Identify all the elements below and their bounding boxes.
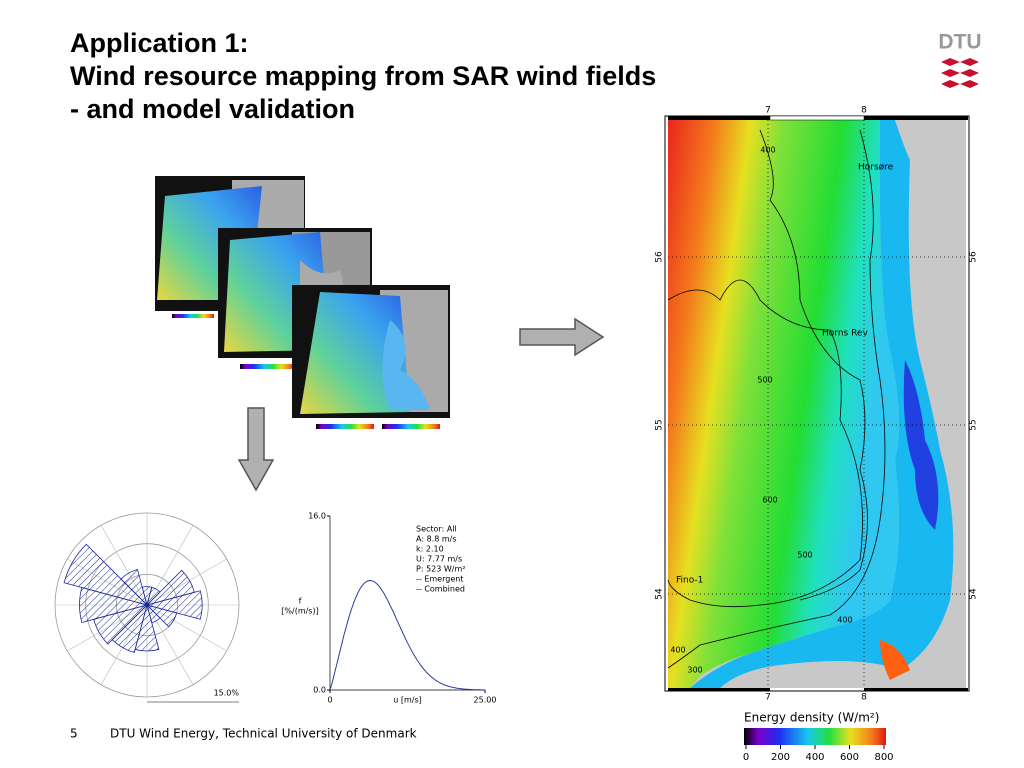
colorbar-title: Energy density (W/m²) [744,711,879,725]
contour-label: 500 [797,551,812,560]
colorbar-tick-label: 800 [874,752,893,763]
contour-label: 400 [837,616,852,625]
lat-label: 56 [969,251,979,263]
lon-label: 8 [861,106,867,116]
x-tick-label: 25.00 [474,696,497,705]
arrow-down [237,407,275,492]
energy-map [664,115,970,692]
lon-label: 7 [765,106,771,116]
weibull-curve [329,579,485,691]
rose-scale-label: 15.0% [214,689,240,698]
lat-label: 54 [655,588,665,600]
place-label: Fino-1 [676,576,703,586]
lat-label: 54 [969,588,979,600]
x-tick-label: 0 [327,696,332,705]
sar-image [292,285,450,429]
contour-label: 400 [760,146,775,155]
rose-sector [63,543,149,606]
x-axis-label: u [m/s] [393,696,422,705]
rose-sector [120,568,148,607]
colorbar-tick-label: 600 [840,752,859,763]
arrow-right [519,317,605,357]
lat-label: 55 [655,419,665,430]
lat-label: 56 [655,251,665,263]
legend-line: -- Emergent [416,575,463,584]
legend-line: k: 2.10 [416,545,444,554]
weibull-plot: 0.0 16.0 0 25.00 u [m/s] f[%/(m/s)] Sector: Al… [281,512,496,705]
wind-rose: 15.0% [54,512,240,703]
title-line: - and model validation [70,94,355,124]
contour-label: 600 [762,496,777,505]
contour-label: 500 [757,376,772,385]
y-tick-label: 0.0 [313,686,326,695]
footer-text: DTU Wind Energy, Technical University of… [110,727,417,741]
rose-sector [145,604,178,628]
title-line: Application 1: [70,28,249,58]
dtu-logo: DTU [938,31,982,88]
contour-label: 300 [687,666,702,675]
legend-line: U: 7.77 m/s [416,555,462,564]
legend-line: -- Combined [416,585,465,594]
logo-text: DTU [938,31,981,54]
y-axis-label: [%/(m/s)] [281,607,318,616]
legend-line: P: 523 W/m² [416,565,465,574]
place-label: Horsøre [858,163,894,173]
legend-line: Sector: All [416,525,457,534]
lon-label: 8 [861,693,867,703]
page-number: 5 [70,727,78,741]
y-axis-label: f [299,597,302,606]
colorbar [744,728,886,745]
legend-line: A: 8.8 m/s [416,535,457,544]
colorbar-tick-label: 200 [771,752,790,763]
place-label: Horns Rev [822,329,868,339]
rose-sector [145,590,203,620]
contour-label: 400 [670,646,685,655]
y-tick-label: 16.0 [308,512,326,521]
title-line: Wind resource mapping from SAR wind fiel… [70,61,656,91]
colorbar-tick-label: 400 [805,752,824,763]
lat-label: 55 [969,419,979,430]
lon-label: 7 [765,693,771,703]
colorbar-tick-label: 0 [743,752,749,763]
